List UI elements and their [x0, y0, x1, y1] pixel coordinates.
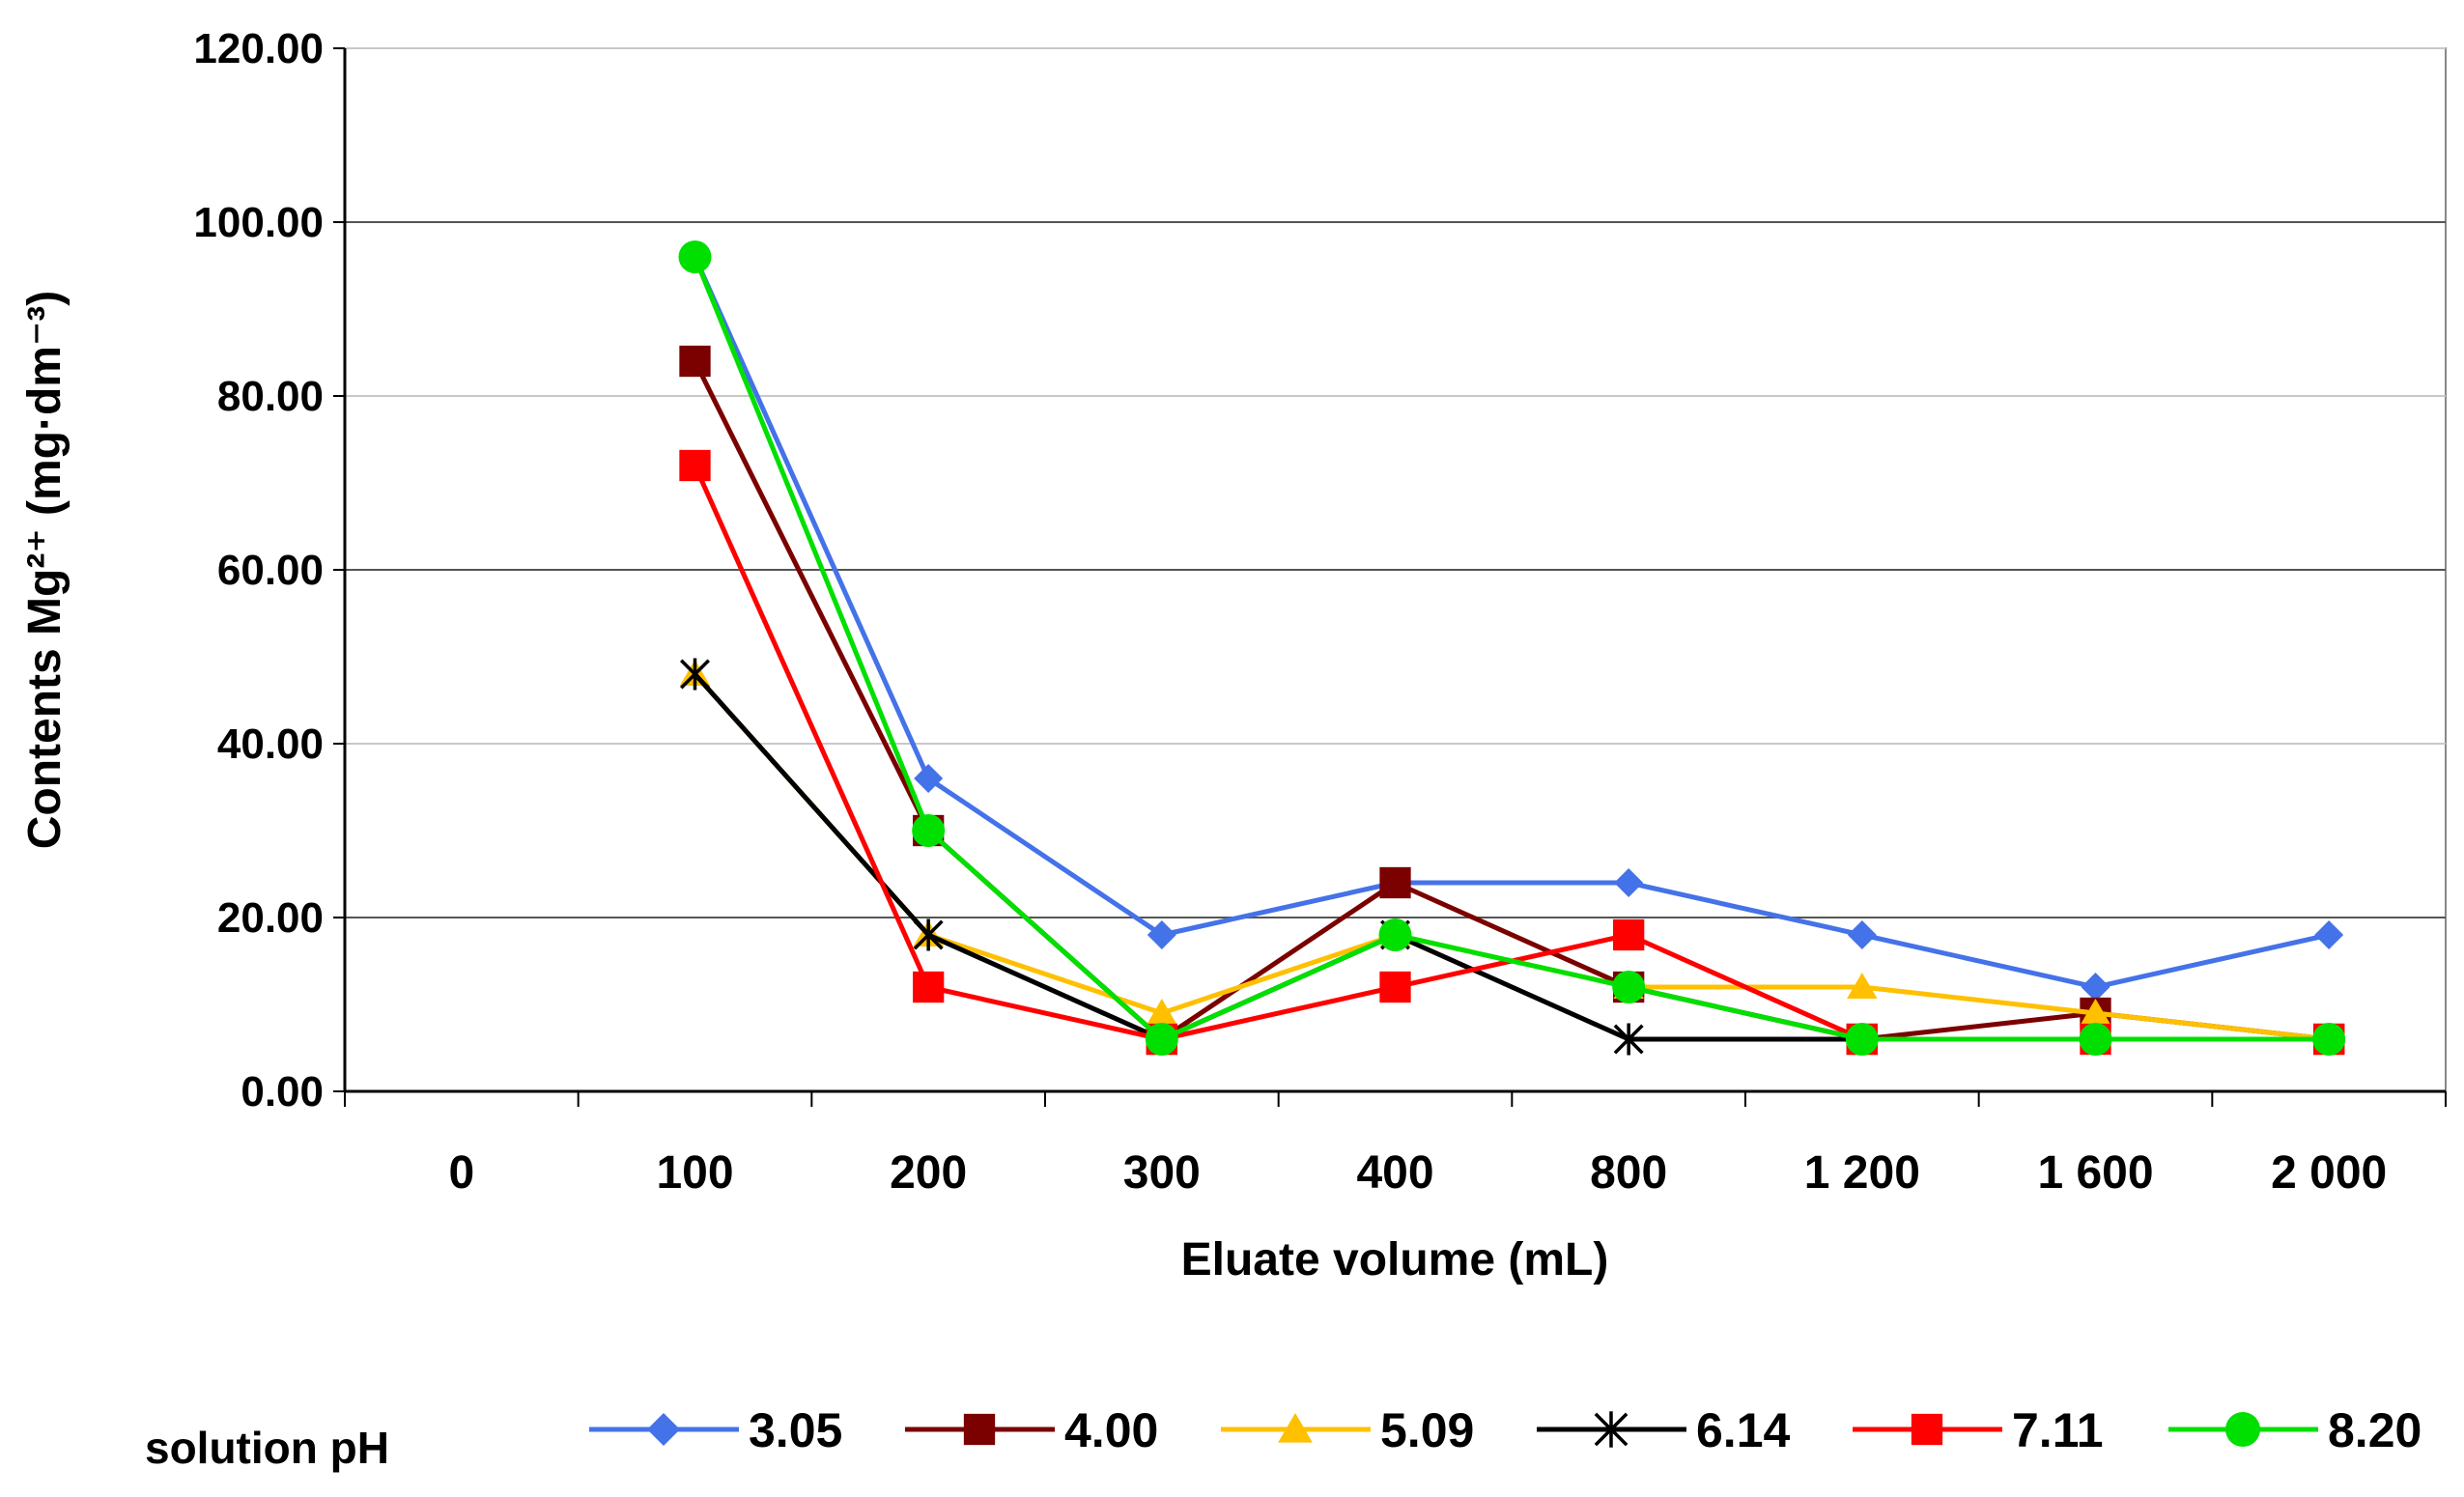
x-tick-label: 1 600: [2037, 1147, 2153, 1199]
x-tick-label: 100: [656, 1147, 733, 1199]
data-point: [913, 971, 945, 1003]
data-point: [2314, 920, 2344, 949]
x-tick-label: 200: [890, 1147, 967, 1199]
legend-marker: [2225, 1412, 2260, 1447]
legend-item: 6.14: [1537, 1403, 1791, 1457]
y-tick-label: 80.00: [217, 373, 324, 420]
legend-marker: [1278, 1413, 1313, 1443]
x-tick-labels: 0 100 200 300 400 800 1 200 1 600 2 000: [448, 1147, 2387, 1199]
data-point: [1845, 1023, 1879, 1056]
data-point: [1145, 1023, 1178, 1056]
data-point: [1379, 866, 1411, 899]
legend-title: solution pH: [145, 1423, 389, 1473]
x-tick-label: 400: [1356, 1147, 1433, 1199]
data-point: [680, 658, 710, 691]
legend-marker: [963, 1413, 996, 1446]
x-tick-label: 1 200: [1804, 1147, 1920, 1199]
x-tick-label: 2 000: [2271, 1147, 2387, 1199]
y-tick-label: 100.00: [193, 199, 324, 246]
data-point: [1612, 971, 1646, 1003]
legend-label: 8.20: [2328, 1403, 2422, 1457]
gridlines: [333, 47, 2446, 1092]
data-point: [2079, 1023, 2112, 1056]
data-point: [1147, 920, 1176, 949]
data-point: [1613, 918, 1645, 951]
x-tick-label: 300: [1123, 1147, 1201, 1199]
legend-marker: [647, 1413, 680, 1446]
y-tick-label: 120.00: [193, 25, 324, 72]
data-point: [679, 449, 711, 482]
legend-item: 8.20: [2168, 1403, 2422, 1457]
legend-marker: [1911, 1413, 1943, 1446]
legend-label: 7.11: [2012, 1403, 2104, 1457]
data-point: [1379, 971, 1411, 1003]
legend: solution pH 3.05 4.00 5.09 6.14 7.11 8.20: [145, 1403, 2422, 1473]
series-8.20: [678, 240, 2346, 1056]
y-tick-label: 20.00: [217, 894, 324, 942]
axes: [343, 48, 2447, 1107]
data-point: [1378, 918, 1412, 951]
y-tick-labels: 0.00 20.00 40.00 60.00 80.00 100.00 120.00: [193, 25, 324, 1116]
legend-item: 7.11: [1853, 1403, 2104, 1457]
legend-label: 3.05: [749, 1403, 842, 1457]
data-point: [914, 764, 944, 793]
data-point: [913, 918, 944, 951]
legend-label: 6.14: [1696, 1403, 1791, 1457]
legend-item: 4.00: [905, 1403, 1158, 1457]
legend-marker: [1594, 1411, 1629, 1448]
data-point: [2312, 1023, 2346, 1056]
x-axis-title: Eluate volume (mL): [1181, 1234, 1609, 1285]
y-axis-title: Contents Mg²⁺ (mg·dm⁻³): [19, 291, 71, 850]
x-tick-label: 800: [1590, 1147, 1667, 1199]
data-point: [1847, 973, 1878, 999]
legend-label: 5.09: [1380, 1403, 1474, 1457]
legend-item: 5.09: [1221, 1403, 1474, 1457]
legend-label: 4.00: [1064, 1403, 1158, 1457]
data-point: [1613, 1023, 1644, 1056]
series-line: [693, 255, 2330, 990]
legend-item: 3.05: [589, 1403, 842, 1457]
data-point: [2081, 973, 2110, 1002]
y-tick-label: 60.00: [217, 547, 324, 594]
data-point: [678, 240, 712, 273]
data-point: [679, 345, 711, 378]
data-point: [912, 814, 946, 847]
data-point: [1847, 920, 1877, 949]
y-tick-label: 40.00: [217, 720, 324, 768]
data-point: [1614, 868, 1644, 897]
data-point: [2080, 999, 2111, 1025]
series-line: [693, 256, 2330, 1042]
data-point: [1147, 999, 1177, 1025]
series-layer: [678, 240, 2346, 1056]
y-tick-label: 0.00: [241, 1068, 324, 1116]
x-tick-label: 0: [448, 1147, 474, 1199]
